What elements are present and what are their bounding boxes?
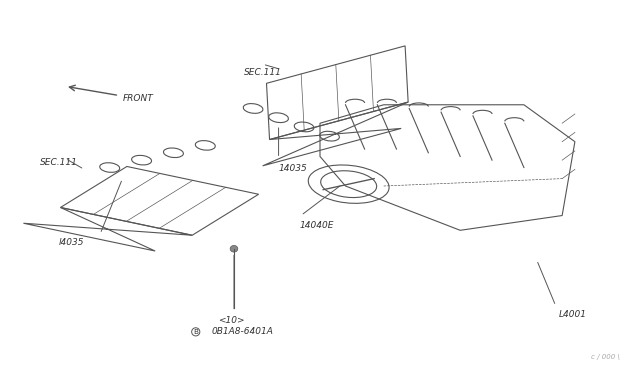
Text: <10>: <10> [218,316,244,325]
Text: 14035: 14035 [278,164,307,173]
Text: FRONT: FRONT [122,94,153,103]
Text: B: B [193,329,198,335]
Text: L4001: L4001 [559,310,587,319]
Ellipse shape [230,246,238,252]
Text: SEC.111: SEC.111 [244,68,282,77]
Text: l4035: l4035 [59,238,84,247]
Text: 0B1A8-6401A: 0B1A8-6401A [212,327,273,336]
Text: 14040E: 14040E [300,221,334,230]
Text: c / 000 \: c / 000 \ [591,353,620,359]
Text: SEC.111: SEC.111 [40,158,77,167]
